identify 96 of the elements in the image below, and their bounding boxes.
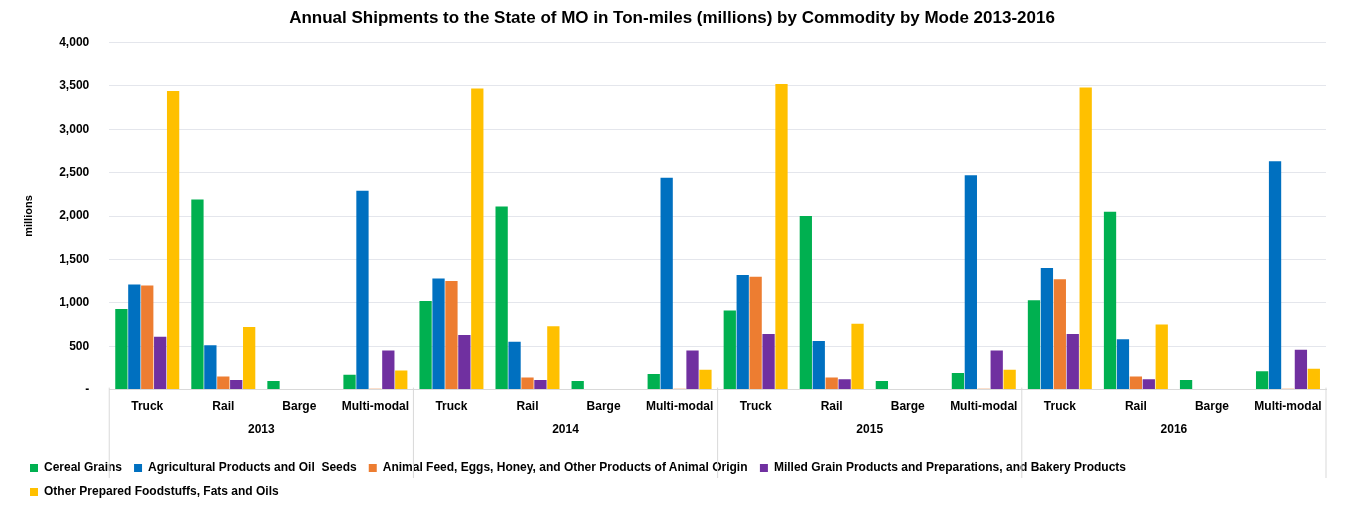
x-tick-label: Multi-modal	[645, 399, 714, 414]
x-tick-label: Truck	[435, 399, 468, 414]
x-tick-label: Rail	[1124, 399, 1147, 414]
bar	[382, 350, 395, 390]
x-tick-label: Truck	[739, 399, 772, 414]
text: 2015	[856, 421, 884, 436]
bar	[204, 345, 217, 390]
x-tick-label: Barge	[586, 399, 621, 414]
bar	[1040, 268, 1054, 390]
legend-label: Cereal Grains	[44, 460, 123, 475]
bar	[217, 376, 230, 390]
bar	[571, 380, 584, 390]
bar	[432, 278, 445, 390]
bar	[267, 380, 280, 390]
text: 2014	[552, 421, 580, 436]
bar	[660, 177, 673, 390]
bar	[1307, 368, 1320, 390]
x-tick-label: Barge	[890, 399, 926, 414]
legend-label: Animal Feed, Eggs, Honey, and Other Products of Animal Origin	[382, 460, 748, 475]
legend-label: Other Prepared Foodstuffs, Fats and Oils	[44, 484, 280, 499]
x-tick-label: Truck	[131, 399, 164, 414]
y-tick-label: 4,000	[59, 34, 90, 49]
bar	[1027, 300, 1041, 390]
bar	[1079, 87, 1092, 390]
y-axis-title: millions	[21, 195, 34, 237]
bar	[166, 91, 180, 390]
bar	[154, 336, 167, 390]
bar	[343, 374, 356, 390]
y-tick-label: 1,000	[59, 295, 90, 310]
x-tick-label: Truck	[1043, 399, 1077, 414]
bar	[1255, 371, 1269, 390]
bar	[458, 334, 471, 390]
bar	[825, 377, 838, 390]
bar	[686, 350, 699, 390]
x-tick-label: Rail	[820, 399, 843, 414]
x-tick-label: Multi-modal	[1254, 399, 1322, 414]
bar	[128, 284, 141, 390]
bar	[875, 380, 889, 390]
bar	[356, 190, 369, 390]
bar	[647, 373, 660, 390]
y-tick-label: 3,000	[59, 121, 90, 136]
bar	[851, 323, 864, 390]
y-tick-label: 2,500	[59, 164, 90, 179]
bar	[445, 281, 458, 390]
y-tick-label: 500	[69, 338, 90, 353]
bar	[812, 340, 825, 390]
bar	[521, 377, 534, 390]
bar	[1155, 324, 1168, 390]
x-tick-label: Rail	[212, 399, 235, 414]
bar	[508, 341, 521, 390]
x-tick-label: Multi-modal	[950, 399, 1018, 414]
bar	[534, 380, 547, 390]
x-tick-label: Barge	[1194, 399, 1230, 414]
text: 2016	[1160, 421, 1188, 436]
bar	[964, 175, 977, 390]
bar	[1116, 339, 1130, 390]
bar	[736, 275, 749, 390]
x-tick-label: Barge	[282, 399, 317, 414]
bar	[1142, 379, 1155, 390]
bar	[951, 373, 965, 390]
bar	[990, 350, 1003, 390]
bar	[419, 301, 432, 390]
bar	[723, 310, 736, 390]
bar	[838, 379, 851, 390]
bar	[1268, 161, 1282, 390]
bar	[547, 326, 560, 390]
y-tick-label: -	[85, 381, 90, 396]
legend-label: Agricultural Products and Oil Seeds	[148, 460, 358, 475]
bar	[191, 199, 204, 390]
bar	[799, 216, 812, 390]
bar	[141, 285, 154, 390]
bar	[230, 380, 243, 390]
y-tick-label: 1,500	[59, 251, 90, 266]
bar	[471, 88, 484, 390]
bar	[115, 308, 128, 390]
bar	[1179, 380, 1193, 390]
bar	[1003, 369, 1016, 390]
bar	[395, 370, 408, 390]
bar	[775, 84, 788, 390]
chart-title: Annual Shipments to the State of MO in Ton-miles (millions) by Commodity by Mode 2013-2016	[289, 7, 1055, 27]
legend-label: Milled Grain Products and Preparations, and Bakery Products	[773, 460, 1127, 475]
y-tick-label: 2,000	[59, 208, 90, 223]
y-tick-label: 3,500	[59, 78, 90, 93]
bar	[1103, 211, 1117, 390]
bar	[762, 334, 775, 390]
text: 2013	[247, 421, 275, 436]
bar	[699, 369, 712, 390]
bar	[1066, 334, 1079, 390]
x-tick-label: Multi-modal	[341, 399, 410, 414]
bar	[749, 276, 762, 390]
bar	[243, 327, 256, 390]
x-tick-label: Rail	[516, 399, 539, 414]
bar	[1294, 349, 1308, 390]
bar	[495, 206, 508, 390]
bar	[1053, 279, 1066, 390]
bar	[1129, 376, 1143, 390]
